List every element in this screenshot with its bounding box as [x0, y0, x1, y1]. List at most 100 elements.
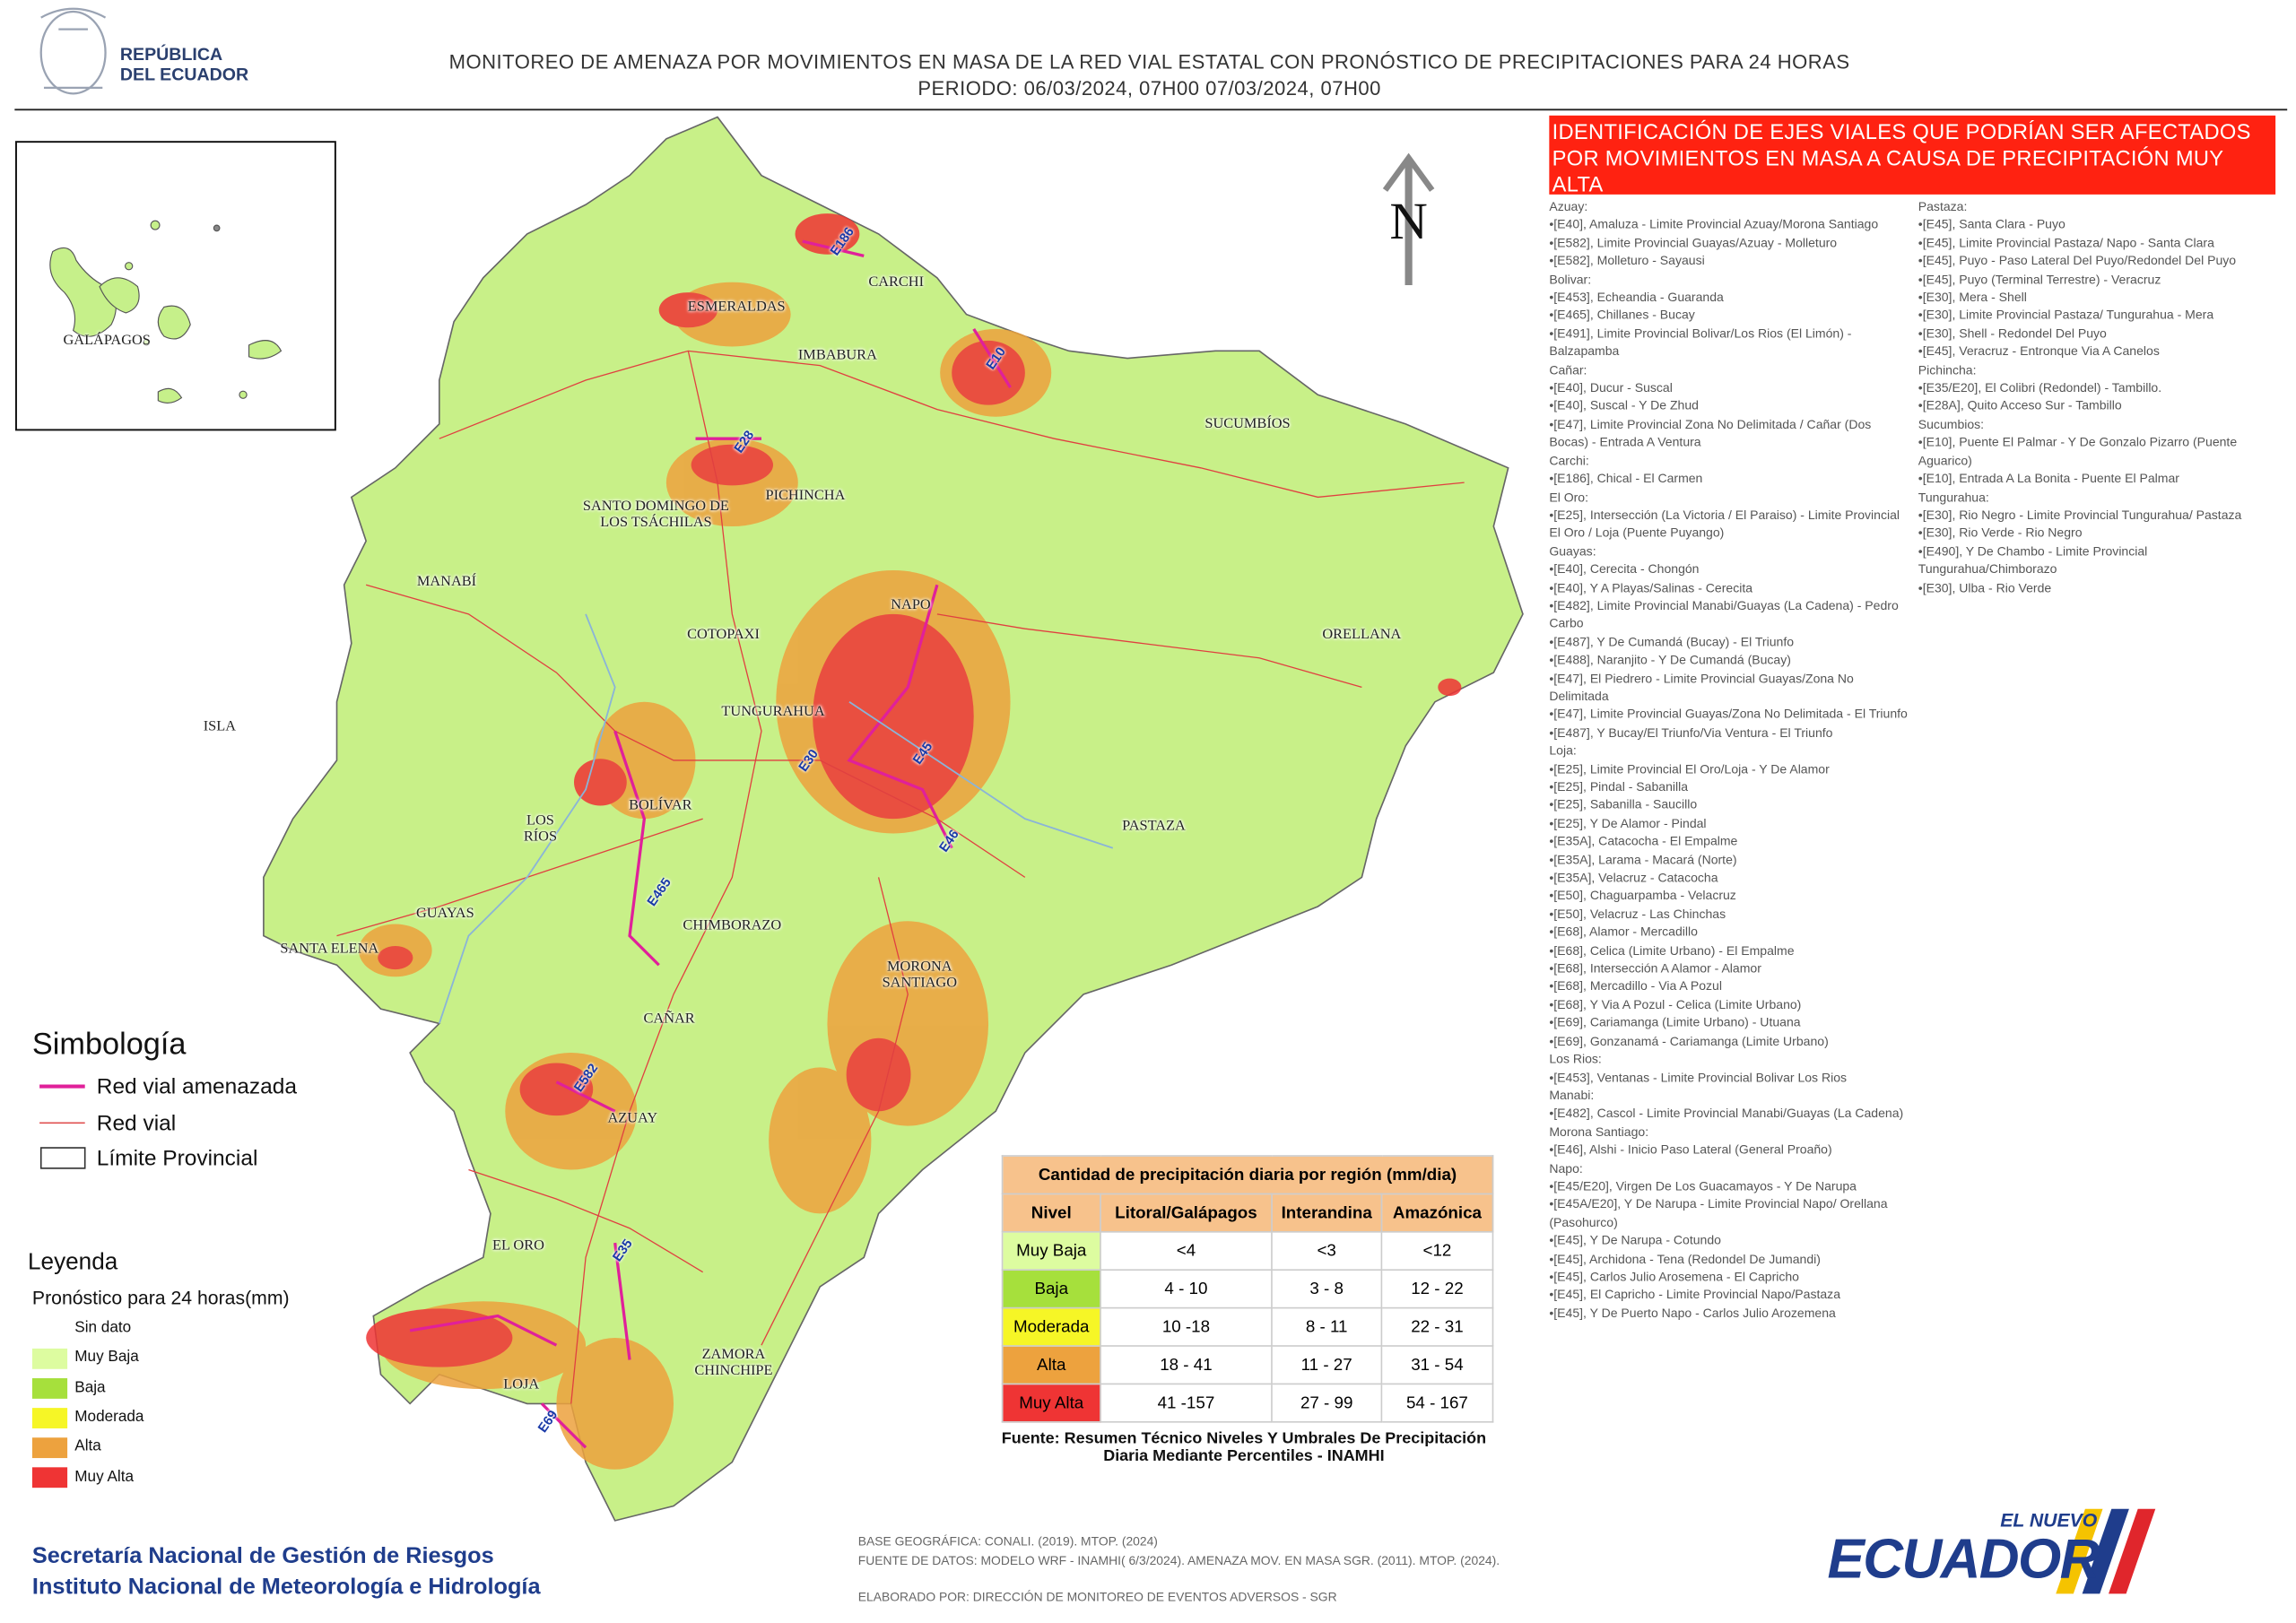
road-item: [E35A], Larama - Macará (Norte): [1549, 850, 1912, 868]
province-heading: Sucumbios:: [1918, 416, 1985, 431]
road-item: [E582], Molleturo - Sayausi: [1549, 252, 1912, 270]
road-item: [E45A/E20], Y De Narupa - Limite Provinc…: [1549, 1195, 1912, 1231]
legend-swatch: [31, 1408, 68, 1428]
level-cell: Muy Alta: [1001, 1383, 1101, 1423]
road-item: [E25], Pindal - Sabanilla: [1549, 777, 1912, 795]
road-item: [E582], Limite Provincial Guayas/Azuay -…: [1549, 234, 1912, 252]
road-item: [E35A], Velacruz - Catacocha: [1549, 869, 1912, 887]
table-row: Muy Alta 41 -157 27 - 99 54 - 167: [1001, 1383, 1494, 1423]
province-heading: Morona Santiago:: [1549, 1124, 1649, 1139]
legend-label: Muy Baja: [74, 1348, 139, 1367]
province-heading: Pichincha:: [1918, 361, 1977, 378]
credit: FUENTE DE DATOS: MODELO WRF - INAMHI( 6/…: [857, 1552, 1500, 1568]
legend-label: Baja: [74, 1378, 106, 1396]
province-label: LOS RÍOS: [523, 812, 558, 846]
north-label: N: [1389, 191, 1428, 250]
road-item: [E45], El Capricho - Limite Provincial N…: [1549, 1286, 1912, 1304]
province-heading: Pastaza:: [1918, 198, 1968, 214]
road-item: [E482], Cascol - Limite Provincial Manab…: [1549, 1105, 1912, 1123]
province-label: CHIMBORAZO: [683, 917, 782, 934]
level-cell: Alta: [1001, 1345, 1101, 1385]
province-label: ISLA: [203, 718, 237, 735]
symbology-icons: [39, 1084, 86, 1169]
road-item: [E40], Cerecita - Chongón: [1549, 560, 1912, 578]
road-item: [E45], Archidona - Tena (Redondel De Jum…: [1549, 1249, 1912, 1267]
table-header: Litoral/Galápagos: [1100, 1193, 1273, 1233]
province-label: IMBABURA: [797, 347, 877, 364]
province-label: AZUAY: [607, 1110, 658, 1127]
table-cell: 4 - 10: [1100, 1269, 1273, 1309]
table-header: Amazónica: [1380, 1193, 1494, 1233]
road-item: [E40], Amaluza - Limite Provincial Azuay…: [1549, 215, 1912, 233]
road-item: [E45], Veracruz - Entronque Via A Canelo…: [1918, 343, 2282, 360]
province-heading: Carchi:: [1549, 452, 1589, 468]
legend-label: Muy Alta: [74, 1467, 135, 1485]
legend-swatch: [31, 1378, 68, 1399]
table-cell: 31 - 54: [1380, 1345, 1494, 1385]
symbology-item: Límite Provincial: [96, 1146, 258, 1172]
road-item: [E488], Naranjito - Y De Cumandá (Bucay): [1549, 651, 1912, 669]
road-item: [E35A], Catacocha - El Empalme: [1549, 832, 1912, 850]
logo-bars: [2056, 1508, 2156, 1594]
emblem: [39, 7, 107, 95]
road-item: [E68], Alamor - Mercadillo: [1549, 923, 1912, 941]
road-item: [E10], Puente El Palmar - Y De Gonzalo P…: [1918, 433, 2282, 469]
table-cell: 11 - 27: [1271, 1345, 1383, 1385]
table-row: Muy Baja <4 <3 <12: [1001, 1230, 1494, 1271]
province-heading: Tungurahua:: [1918, 489, 1989, 504]
road-item: [E50], Chaguarpamba - Velacruz: [1549, 887, 1912, 905]
road-item: [E28A], Quito Acceso Sur - Tambillo: [1918, 397, 2282, 415]
table-cell: <3: [1271, 1230, 1383, 1271]
table-cell: 8 - 11: [1271, 1306, 1383, 1347]
road-item: [E68], Celica (Limite Urbano) - El Empal…: [1549, 942, 1912, 959]
table-cell: 27 - 99: [1271, 1383, 1383, 1423]
logo-text: EL NUEVO: [2000, 1508, 2098, 1532]
road-item: [E25], Sabanilla - Saucillo: [1549, 796, 1912, 814]
road-item: [E45/E20], Virgen De Los Guacamayos - Y …: [1549, 1177, 1912, 1195]
threshold-table: Cantidad de precipitación diaria por reg…: [1001, 1155, 1494, 1423]
table-row: Nivel Litoral/Galápagos Interandina Amazóni…: [1001, 1193, 1494, 1233]
logo-text: ECUADOR: [1827, 1529, 2100, 1592]
table-header: Nivel: [1001, 1193, 1101, 1233]
province-label: LOJA: [503, 1376, 540, 1393]
road-item: [E487], Y De Cumandá (Bucay) - El Triunf…: [1549, 633, 1912, 651]
table-cell: 18 - 41: [1100, 1345, 1273, 1385]
legend-swatches: [31, 1348, 68, 1488]
province-label: COTOPAXI: [687, 626, 760, 643]
province-label: ZAMORA CHINCHIPE: [694, 1346, 773, 1379]
table-cell: 41 -157: [1100, 1383, 1273, 1423]
province-label: ORELLANA: [1322, 626, 1402, 643]
province-label: PICHINCHA: [765, 487, 846, 504]
province-label: NAPO: [891, 597, 931, 614]
table-cell: <12: [1380, 1230, 1494, 1271]
province-heading: Los Rios:: [1549, 1051, 1602, 1066]
road-item: [E30], Rio Verde - Rio Negro: [1918, 524, 2282, 542]
credit: BASE GEOGRÁFICA: CONALI. (2019). MTOP. (…: [857, 1533, 1158, 1549]
road-item: [E186], Chical - El Carmen: [1549, 470, 1912, 488]
table-cell: 3 - 8: [1271, 1269, 1383, 1309]
title: MONITOREO DE AMENAZA POR MOVIMIENTOS EN …: [448, 51, 1850, 74]
roads-column: Pastaza:[E45], Santa Clara - Puyo[E45], …: [1918, 197, 2282, 596]
road-item: [E68], Mercadillo - Via A Pozul: [1549, 977, 1912, 995]
province-heading: Napo:: [1549, 1159, 1583, 1176]
level-cell: Moderada: [1001, 1306, 1101, 1347]
province-heading: Guayas:: [1549, 543, 1596, 559]
province-heading: El Oro:: [1549, 489, 1589, 504]
road-item: [E45], Limite Provincial Pastaza/ Napo -…: [1918, 234, 2282, 252]
institution: Secretaría Nacional de Gestión de Riesgo…: [31, 1543, 494, 1569]
north-arrow: [1382, 152, 1435, 285]
table-row: Moderada 10 -18 8 - 11 22 - 31: [1001, 1306, 1494, 1347]
table-cell: <4: [1100, 1230, 1273, 1271]
table-source: Fuente: Resumen Técnico Niveles Y Umbral…: [1001, 1429, 1487, 1465]
province-label: MORONA SANTIAGO: [882, 959, 958, 992]
table-cell: 10 -18: [1100, 1306, 1273, 1347]
road-item: [E47], Limite Provincial Guayas/Zona No …: [1549, 706, 1912, 724]
province-label: SANTA ELENA: [280, 941, 379, 958]
road-item: [E453], Echeandia - Guaranda: [1549, 288, 1912, 306]
road-item: [E453], Ventanas - Limite Provincial Bol…: [1549, 1068, 1912, 1086]
level-cell: Baja: [1001, 1269, 1101, 1309]
legend-swatch: [31, 1348, 68, 1369]
province-heading: Loja:: [1549, 742, 1577, 758]
